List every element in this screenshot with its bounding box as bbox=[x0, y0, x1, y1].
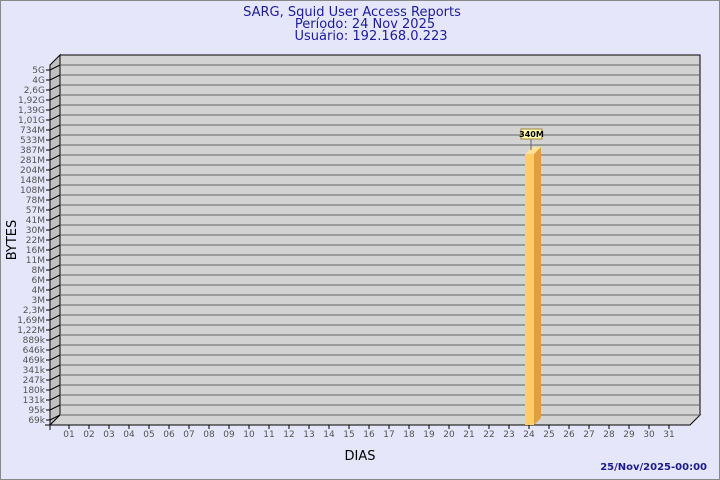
x-tick-label: 01 bbox=[63, 430, 74, 440]
x-tick-label: 03 bbox=[103, 430, 114, 440]
x-tick-label: 06 bbox=[163, 430, 175, 440]
plot-area: 5G4G2,6G1,92G1,39G1,01G734M533M387M281M2… bbox=[17, 53, 702, 440]
bar-side bbox=[534, 147, 541, 425]
x-tick-label: 22 bbox=[483, 430, 494, 440]
y-tick-label: 646k bbox=[23, 346, 46, 356]
x-tick-label: 16 bbox=[363, 430, 375, 440]
x-tick-label: 09 bbox=[223, 430, 235, 440]
y-tick-label: 41M bbox=[26, 216, 45, 226]
y-tick-label: 16M bbox=[26, 246, 45, 256]
x-tick-label: 13 bbox=[303, 430, 314, 440]
chart-subtitle-period: Período: 24 Nov 2025 bbox=[295, 17, 435, 32]
x-tick-label: 21 bbox=[463, 430, 474, 440]
y-tick-label: 734M bbox=[20, 126, 45, 136]
x-tick-label: 17 bbox=[383, 430, 394, 440]
x-tick-label: 05 bbox=[143, 430, 154, 440]
bar bbox=[525, 154, 534, 425]
chart-subtitle-user: Usuário: 192.168.0.223 bbox=[294, 29, 447, 44]
x-tick-label: 29 bbox=[623, 430, 635, 440]
y-tick-label: 4G bbox=[32, 76, 45, 86]
y-tick-label: 1,69M bbox=[17, 316, 45, 326]
x-tick-label: 24 bbox=[523, 430, 535, 440]
y-tick-label: 341k bbox=[23, 366, 46, 376]
x-tick-label: 23 bbox=[503, 430, 514, 440]
bar-label-box bbox=[520, 128, 543, 140]
y-tick-label: 2,3M bbox=[23, 306, 45, 316]
y-tick-label: 1,22M bbox=[17, 326, 45, 336]
y-tick-label: 148M bbox=[20, 176, 45, 186]
y-tick-label: 4M bbox=[32, 286, 46, 296]
x-tick-label: 12 bbox=[283, 430, 294, 440]
bar-top bbox=[525, 147, 541, 155]
x-tick-label: 07 bbox=[183, 430, 194, 440]
x-tick-label: 14 bbox=[323, 430, 335, 440]
x-tick-label: 25 bbox=[543, 430, 554, 440]
bar-data-label: 340M bbox=[519, 130, 544, 139]
x-axis-label: DIAS bbox=[345, 449, 376, 464]
y-tick-label: 1,92G bbox=[18, 96, 45, 106]
y-tick-label: 78M bbox=[26, 196, 45, 206]
y-tick-label: 1,39G bbox=[18, 106, 45, 116]
y-tick-label: 180k bbox=[23, 386, 46, 396]
x-tick-label: 19 bbox=[423, 430, 435, 440]
y-tick-label: 11M bbox=[26, 256, 45, 266]
y-tick-label: 5G bbox=[32, 66, 45, 76]
x-tick-label: 18 bbox=[403, 430, 415, 440]
y-tick-label: 108M bbox=[20, 186, 45, 196]
x-tick-label: 04 bbox=[123, 430, 135, 440]
y-tick-label: 8M bbox=[32, 266, 46, 276]
y-tick-label: 533M bbox=[20, 136, 45, 146]
y-tick-label: 281M bbox=[20, 156, 45, 166]
y-tick-label: 247k bbox=[23, 376, 46, 386]
y-tick-label: 30M bbox=[26, 226, 45, 236]
x-tick-label: 15 bbox=[343, 430, 354, 440]
x-tick-label: 30 bbox=[643, 430, 655, 440]
x-tick-label: 26 bbox=[563, 430, 575, 440]
y-tick-label: 387M bbox=[20, 146, 45, 156]
x-tick-label: 28 bbox=[603, 430, 615, 440]
y-tick-label: 95k bbox=[28, 406, 45, 416]
plot-floor bbox=[48, 414, 702, 426]
y-tick-label: 469k bbox=[23, 356, 46, 366]
x-tick-label: 11 bbox=[263, 430, 274, 440]
y-tick-label: 22M bbox=[26, 236, 45, 246]
y-axis-label: BYTES bbox=[5, 220, 20, 261]
y-tick-label: 2,6G bbox=[24, 86, 45, 96]
x-tick-label: 02 bbox=[83, 430, 94, 440]
y-tick-label: 6M bbox=[32, 276, 46, 286]
x-tick-label: 08 bbox=[203, 430, 215, 440]
y-tick-label: 3M bbox=[32, 296, 46, 306]
x-tick-label: 27 bbox=[583, 430, 594, 440]
y-tick-label: 69k bbox=[28, 416, 45, 426]
x-tick-label: 10 bbox=[243, 430, 255, 440]
x-tick-label: 31 bbox=[663, 430, 674, 440]
y-tick-label: 131k bbox=[23, 396, 46, 406]
x-tick-label: 20 bbox=[443, 430, 455, 440]
y-tick-label: 204M bbox=[20, 166, 45, 176]
y-tick-label: 889k bbox=[23, 336, 46, 346]
y-tick-label: 57M bbox=[26, 206, 45, 216]
y-tick-label: 1,01G bbox=[18, 116, 45, 126]
footer-timestamp: 25/Nov/2025-00:00 bbox=[600, 462, 707, 473]
chart-title: SARG, Squid User Access Reports bbox=[243, 5, 461, 20]
